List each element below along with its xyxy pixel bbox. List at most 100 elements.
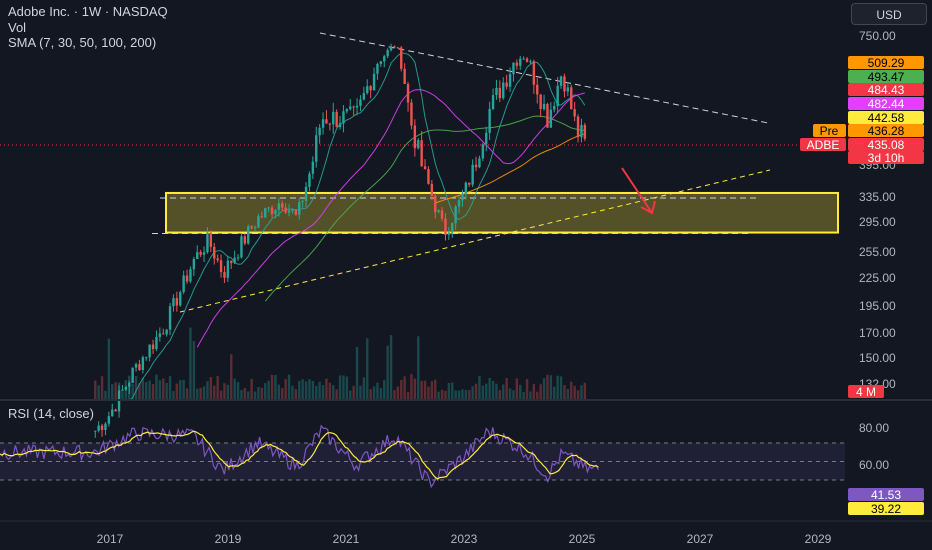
candle-body [379, 61, 383, 64]
price-label-bg [848, 111, 924, 124]
volume-bar [498, 390, 502, 400]
volume-bar [366, 338, 369, 400]
volume-bar [474, 383, 478, 400]
candle-body [202, 252, 206, 255]
candle-body [128, 382, 131, 387]
candle-body [427, 169, 430, 184]
symbol-title[interactable]: Adobe Inc. · 1W · NASDAQ [8, 4, 168, 19]
volume-bar [471, 386, 474, 400]
candle-body [403, 68, 406, 84]
volume-bar [508, 388, 512, 400]
volume-bar [100, 376, 104, 400]
candle-body [488, 108, 491, 133]
rsi-legend[interactable]: RSI (14, close) [8, 406, 94, 421]
volume-bar [556, 375, 559, 400]
price-label-text: 442.58 [868, 111, 905, 125]
volume-bar [437, 391, 440, 400]
candle-body [206, 232, 209, 253]
price-label-bg [848, 124, 924, 137]
candle-body [498, 87, 502, 99]
volume-bar [546, 374, 549, 400]
volume-bar [114, 382, 117, 400]
volume-bar [335, 389, 338, 400]
volume-bar [94, 380, 97, 400]
candle-body [536, 84, 539, 95]
candle-body [345, 109, 349, 112]
candle-body [226, 260, 230, 278]
volume-bar [580, 385, 583, 400]
volume-bar [311, 381, 315, 400]
sma-7-line [119, 52, 586, 401]
candle-body [505, 82, 508, 87]
time-tick-label: 2029 [805, 532, 832, 546]
price-label-bg [848, 97, 924, 110]
volume-bar [226, 384, 230, 400]
candle-body [332, 111, 335, 125]
candle-body [485, 132, 488, 145]
volume-bar [481, 385, 485, 400]
volume-bar [253, 391, 257, 400]
candle-body [182, 275, 185, 293]
volume-bar [264, 383, 267, 400]
candle-body [481, 144, 485, 159]
candle-body [573, 109, 576, 117]
candle-body [444, 218, 447, 235]
candle-body [264, 208, 267, 218]
currency-button[interactable]: USD [851, 3, 927, 25]
vol-legend[interactable]: Vol [8, 20, 27, 35]
volume-bar [158, 380, 162, 400]
candle-body [257, 216, 260, 228]
candle-body [372, 73, 376, 91]
candle-body [250, 226, 253, 229]
candle-body [570, 87, 573, 110]
volume-bar [379, 388, 383, 400]
volume-bar [165, 382, 168, 400]
candle-body [301, 200, 304, 203]
volume-bar [247, 391, 250, 400]
candle-body [260, 216, 264, 218]
sma-legend[interactable]: SMA (7, 30, 50, 100, 200) [8, 35, 157, 50]
volume-bar [192, 341, 196, 400]
candle-body [168, 306, 172, 330]
candle-body [396, 47, 400, 49]
candle-body [342, 111, 345, 124]
volume-bar [372, 386, 376, 400]
candle-body [199, 252, 202, 255]
volume-bar [287, 374, 291, 400]
candle-body [400, 47, 403, 69]
candle-body [284, 207, 287, 213]
volume-bar [553, 386, 556, 400]
candle-body [155, 336, 158, 350]
volume-bar [515, 378, 519, 400]
volume-bar [172, 391, 175, 400]
candle-body [366, 86, 369, 94]
volume-bar [250, 378, 253, 400]
candle-body [185, 275, 189, 282]
volume-bar [131, 383, 134, 400]
volume-bar [260, 387, 264, 400]
candle-body [352, 106, 355, 108]
time-tick-label: 2019 [215, 532, 242, 546]
candle-body [580, 125, 583, 138]
volume-bar [294, 389, 298, 400]
volume-bar [213, 385, 216, 400]
candle-body [389, 46, 393, 51]
volume-bar [583, 382, 587, 400]
volume-bar [420, 380, 423, 400]
candle-body [107, 416, 111, 424]
candle-body [270, 207, 274, 215]
time-tick-label: 2025 [569, 532, 596, 546]
volume-bar [570, 381, 573, 400]
volume-bar [185, 388, 189, 400]
volume-bar [304, 381, 308, 400]
candle-body [417, 140, 420, 149]
volume-bar [274, 374, 277, 400]
candle-body [549, 109, 553, 128]
price-label-text: 435.08 [868, 138, 905, 152]
rsi-line [0, 424, 599, 489]
price-label-bg [848, 83, 924, 96]
volume-bar [389, 335, 393, 400]
candle-body [151, 344, 155, 350]
